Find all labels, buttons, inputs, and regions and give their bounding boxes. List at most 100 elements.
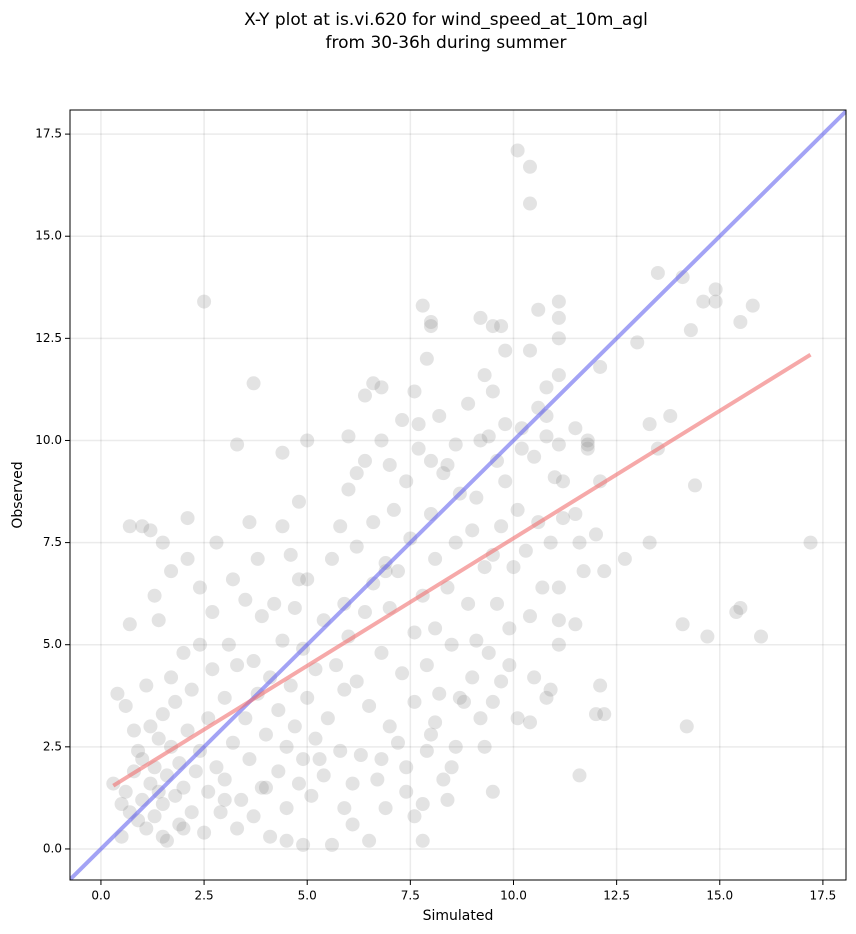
scatter-point — [143, 719, 158, 734]
scatter-point — [126, 723, 141, 738]
scatter-point — [263, 670, 278, 685]
scatter-point — [155, 829, 170, 844]
scatter-point — [151, 613, 166, 628]
scatter-point — [238, 711, 253, 726]
y-axis-label: Observed — [10, 461, 26, 528]
scatter-point — [415, 298, 430, 313]
scatter-point — [370, 772, 385, 787]
scatter-point — [407, 625, 422, 640]
scatter-point — [242, 515, 257, 530]
scatter-point — [650, 265, 665, 280]
scatter-point — [675, 617, 690, 632]
scatter-point — [217, 772, 232, 787]
scatter-point — [539, 690, 554, 705]
scatter-point — [345, 817, 360, 832]
scatter-point — [683, 323, 698, 338]
scatter-point — [205, 662, 220, 677]
scatter-point — [366, 376, 381, 391]
scatter-point — [461, 596, 476, 611]
scatter-point — [514, 441, 529, 456]
scatter-point — [477, 368, 492, 383]
scatter-point — [395, 666, 410, 681]
scatter-point — [151, 731, 166, 746]
scatter-point — [147, 809, 162, 824]
scatter-point — [568, 506, 583, 521]
scatter-point — [543, 535, 558, 550]
scatter-point — [246, 654, 261, 669]
scatter-point — [452, 690, 467, 705]
scatter-point — [135, 519, 150, 534]
scatter-point — [287, 719, 302, 734]
scatter-point — [176, 821, 191, 836]
scatter-point — [337, 682, 352, 697]
scatter-point — [597, 564, 612, 579]
scatter-point — [341, 482, 356, 497]
scatter-point — [576, 564, 591, 579]
scatter-point — [279, 833, 294, 848]
scatter-point — [357, 453, 372, 468]
scatter-point — [300, 572, 315, 587]
scatter-point — [708, 294, 723, 309]
scatter-point — [329, 658, 344, 673]
scatter-point — [209, 535, 224, 550]
scatter-point — [366, 576, 381, 591]
scatter-point — [477, 560, 492, 575]
scatter-point — [535, 580, 550, 595]
scatter-point — [386, 502, 401, 517]
scatter-point — [378, 564, 393, 579]
scatter-point — [258, 727, 273, 742]
scatter-point — [308, 731, 323, 746]
y-tick-label: 10.0 — [35, 433, 62, 447]
scatter-point — [155, 535, 170, 550]
scatter-point — [696, 294, 711, 309]
scatter-point — [118, 784, 133, 799]
scatter-point — [580, 437, 595, 452]
scatter-point — [527, 670, 542, 685]
scatter-point — [428, 621, 443, 636]
scatter-point — [580, 433, 595, 448]
scatter-point — [407, 694, 422, 709]
x-tick-label: 2.5 — [195, 889, 214, 903]
scatter-point — [407, 809, 422, 824]
scatter-point — [489, 453, 504, 468]
scatter-point — [708, 282, 723, 297]
scatter-point — [254, 780, 269, 795]
scatter-point — [630, 335, 645, 350]
scatter-point — [300, 433, 315, 448]
scatter-point — [197, 825, 212, 840]
scatter-point — [188, 764, 203, 779]
scatter-point — [518, 543, 533, 558]
scatter-point — [143, 523, 158, 538]
scatter-point — [135, 752, 150, 767]
scatter-point — [362, 833, 377, 848]
scatter-point — [469, 633, 484, 648]
scatter-point — [555, 474, 570, 489]
x-tick-label: 12.5 — [603, 889, 630, 903]
scatter-point — [432, 408, 447, 423]
scatter-point — [390, 564, 405, 579]
scatter-point — [250, 551, 265, 566]
scatter-point — [180, 511, 195, 526]
scatter-point — [527, 449, 542, 464]
scatter-point — [481, 645, 496, 660]
scatter-point — [403, 531, 418, 546]
scatter-point — [291, 776, 306, 791]
scatter-point — [271, 764, 286, 779]
scatter-point — [155, 797, 170, 812]
scatter-point — [209, 760, 224, 775]
scatter-point — [440, 457, 455, 472]
x-tick-label: 0.0 — [91, 889, 110, 903]
scatter-point — [254, 609, 269, 624]
grid — [70, 110, 846, 880]
scatter-point — [733, 600, 748, 615]
ticks: 0.0 2.5 5.0 7.5 10.0 12.5 15.0 17.5 0.0 2.5 5.0 7.5… — [35, 127, 836, 903]
scatter-point — [729, 605, 744, 620]
scatter-point — [803, 535, 818, 550]
scatter-point — [399, 474, 414, 489]
scatter-point — [312, 752, 327, 767]
scatter-point — [287, 600, 302, 615]
scatter-point — [341, 429, 356, 444]
scatter-point — [291, 494, 306, 509]
scatter-point — [316, 768, 331, 783]
